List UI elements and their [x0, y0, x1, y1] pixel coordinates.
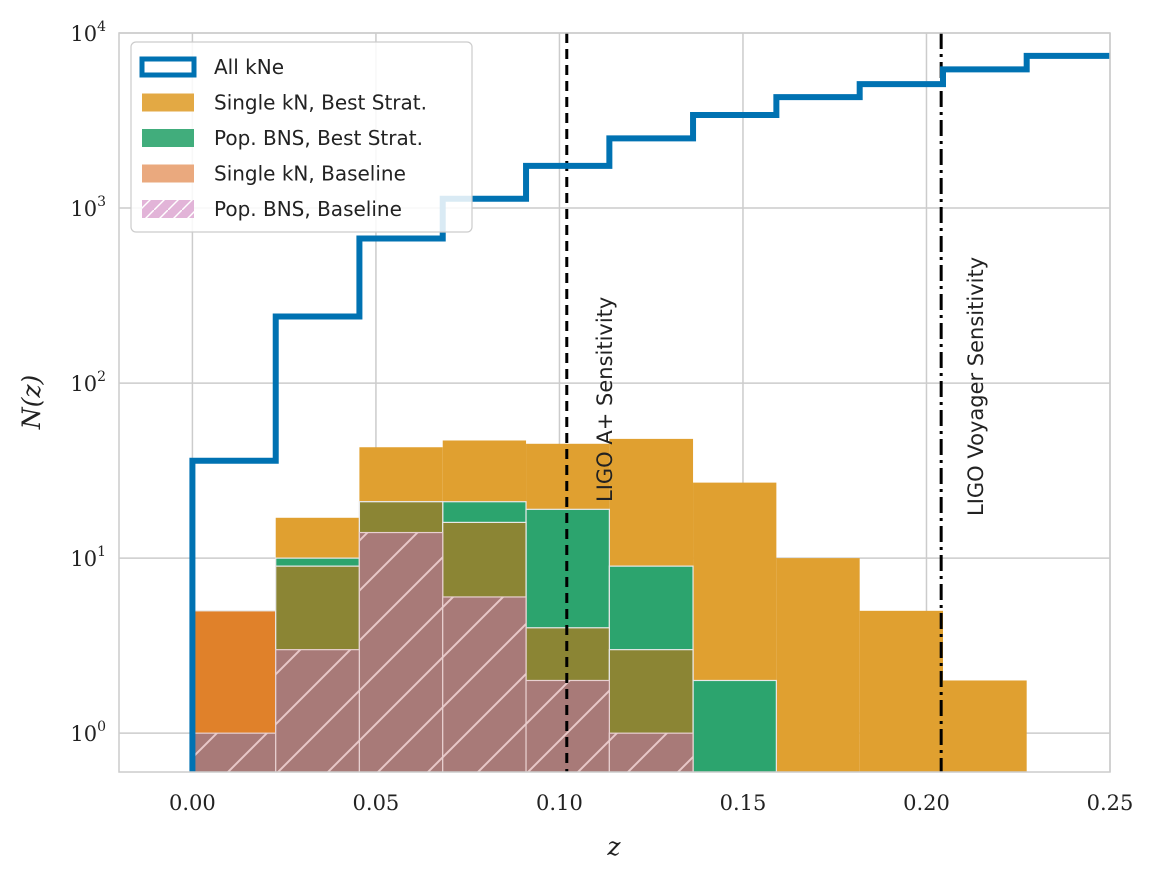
bar-pop-bns-baseline: [275, 649, 361, 772]
y-axis-label: N(z): [17, 375, 46, 431]
legend-label: All kNe: [214, 55, 284, 79]
x-tick-label: 0.25: [1087, 791, 1134, 815]
sensitivity-label: LIGO A+ Sensitivity: [593, 297, 617, 502]
histogram-bars: [191, 438, 1027, 772]
bar-pop-bns-best: [692, 679, 777, 772]
bar-pop-bns-baseline: [608, 732, 694, 772]
legend-label: Single kN, Baseline: [214, 162, 406, 186]
y-tick-label: 104: [70, 19, 106, 46]
x-tick-label: 0.05: [353, 791, 400, 815]
all-kne-line: [189, 52, 1110, 772]
legend-swatch: [142, 129, 194, 147]
bar-pop-bns-baseline: [358, 531, 444, 772]
legend-label: Pop. BNS, Best Strat.: [214, 126, 423, 150]
y-tick-label: 100: [70, 719, 106, 746]
bar-pop-bns-baseline: [191, 732, 277, 772]
bar-single-kn-best: [776, 558, 860, 772]
bar-single-kn-best: [859, 610, 943, 772]
plot-frame: [118, 32, 1111, 773]
all-kne-step: [189, 52, 1110, 772]
sensitivity-labels: LIGO A+ Sensitivity LIGO Voyager Sensitiv…: [593, 257, 988, 516]
x-tick-label: 0.10: [536, 791, 583, 815]
y-tick-label: 102: [70, 369, 106, 396]
x-axis-label: z: [606, 832, 621, 861]
y-tick-label: 103: [70, 194, 106, 221]
legend-swatch: [142, 93, 194, 112]
legend-box: [130, 41, 473, 233]
legend-label: Single kN, Best Strat.: [214, 91, 427, 115]
y-tick-label: 101: [70, 544, 106, 571]
x-tick-label: 0.15: [720, 791, 767, 815]
bar-pop-bns-baseline: [442, 596, 527, 772]
y-axis-ticks: 100 101 102 103 104: [70, 19, 106, 746]
sensitivity-label: LIGO Voyager Sensitivity: [964, 257, 988, 516]
x-tick-label: 0.00: [169, 791, 216, 815]
bar-single-kn-best: [942, 680, 1027, 772]
sensitivity-lines: [565, 33, 943, 772]
legend-swatch: [142, 164, 194, 183]
x-tick-label: 0.20: [903, 791, 950, 815]
legend-swatch: [139, 56, 197, 78]
x-axis-ticks: 0.00 0.05 0.10 0.15 0.20 0.25: [169, 791, 1133, 815]
legend-swatch: [142, 200, 194, 218]
legend-label: Pop. BNS, Baseline: [214, 197, 402, 221]
legend: All kNe Single kN, Best Strat. Pop. BNS, B…: [130, 41, 473, 233]
